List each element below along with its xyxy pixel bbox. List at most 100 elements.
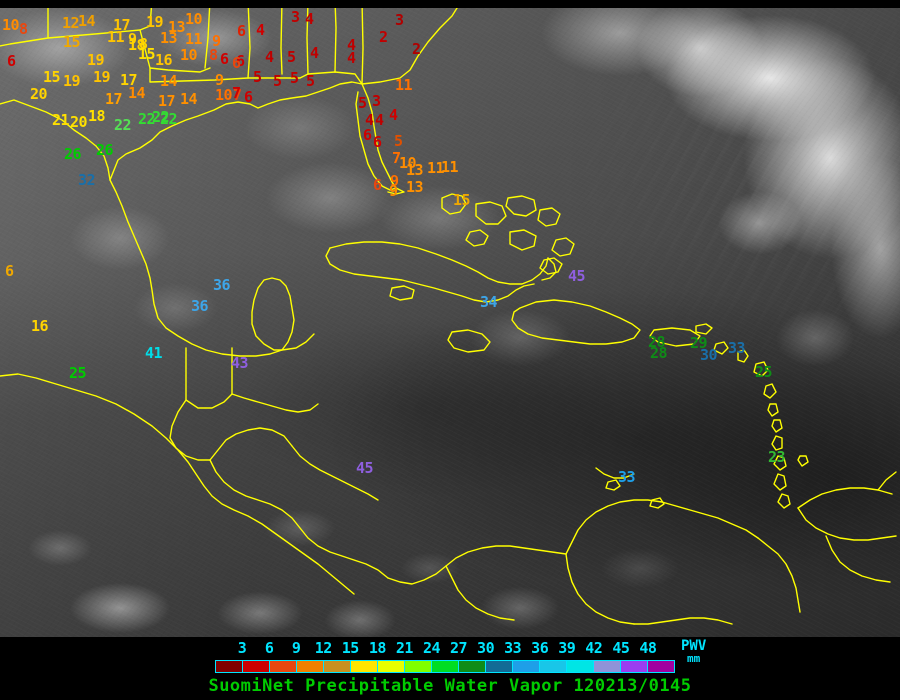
pwv-station-value: 5	[290, 69, 299, 87]
pwv-station-value: 10	[180, 46, 198, 64]
pwv-station-value: 6	[373, 133, 382, 151]
colorbar-swatch	[324, 661, 351, 672]
colorbar-swatch	[459, 661, 486, 672]
colorbar-tick-labels: 3 6 9 12 15 18 21 24 27 30 33 36 39 42 45 48	[0, 640, 900, 657]
pwv-station-value: 10	[215, 86, 233, 104]
pwv-station-value: 9	[128, 30, 137, 48]
pwv-station-value: 9	[389, 182, 398, 200]
colorbar-swatch	[351, 661, 378, 672]
pwv-station-value: 25	[755, 363, 773, 381]
pwv-station-value: 18	[128, 36, 146, 54]
colorbar-tick-label: 45	[612, 639, 630, 657]
pwv-station-value: 13	[160, 29, 178, 47]
pwv-station-value: 5	[394, 132, 403, 150]
colorbar-tick-label: 33	[504, 639, 522, 657]
pwv-station-value: 2	[379, 28, 388, 46]
colorbar-tick-label: 30	[477, 639, 495, 657]
pwv-station-value: 11	[185, 30, 203, 48]
colorbar-swatch	[594, 661, 621, 672]
pwv-station-value: 16	[155, 51, 173, 69]
pwv-station-value: 15	[43, 68, 61, 86]
pwv-station-value: 20	[70, 113, 88, 131]
pwv-station-value: 22	[114, 116, 132, 134]
pwv-station-value: 21	[52, 111, 70, 129]
colorbar-swatch	[513, 661, 540, 672]
pwv-station-value: 13	[406, 161, 424, 179]
pwv-station-value: 6	[363, 126, 372, 144]
colorbar-swatch	[540, 661, 567, 672]
pwv-station-value: 3	[395, 11, 404, 29]
colorbar-tick-label: 42	[585, 639, 603, 657]
pwv-units-label: mm	[687, 652, 701, 665]
pwv-station-value: 19	[93, 68, 111, 86]
colorbar-tick-label: 36	[531, 639, 549, 657]
pwv-station-value: 8	[19, 20, 28, 38]
pwv-station-value: 4	[256, 21, 265, 39]
pwv-station-value: 6	[237, 22, 246, 40]
colorbar-tick-label: 48	[639, 639, 657, 657]
pwv-station-value: 4	[389, 106, 398, 124]
pwv-station-value: 6	[220, 50, 229, 68]
colorbar-swatch	[297, 661, 324, 672]
pwv-station-value: 2	[412, 40, 421, 58]
colorbar-tick-label: 15	[341, 639, 360, 657]
pwv-colorbar[interactable]	[215, 660, 675, 673]
pwv-station-value: 7	[232, 84, 241, 102]
top-letterbox-bar	[0, 0, 900, 8]
pwv-station-value: 5	[253, 68, 262, 86]
pwv-station-value: 14	[180, 90, 198, 108]
pwv-station-value: 6	[232, 54, 241, 72]
colorbar-swatch	[567, 661, 594, 672]
pwv-station-value: 28	[648, 333, 666, 351]
pwv-station-value: 3	[291, 8, 300, 26]
pwv-station-value: 11	[107, 28, 125, 46]
pwv-station-value: 9	[390, 172, 399, 190]
pwv-station-value: 4	[375, 111, 384, 129]
pwv-station-value: 12	[62, 14, 80, 32]
pwv-station-value: 17	[120, 71, 138, 89]
pwv-station-value: 33	[728, 339, 746, 357]
pwv-station-value: 10	[185, 10, 203, 28]
pwv-station-value: 4	[305, 10, 314, 28]
pwv-station-value: 25	[69, 364, 87, 382]
pwv-station-value: 4	[265, 48, 274, 66]
pwv-station-value: 4	[365, 111, 374, 129]
colorbar-tick-label: 6	[264, 639, 274, 657]
pwv-station-value: 33	[618, 468, 636, 486]
pwv-station-value: 17	[113, 16, 131, 34]
pwv-station-value: 14	[160, 72, 178, 90]
pwv-station-value: 16	[31, 317, 49, 335]
pwv-station-value: 26	[64, 145, 82, 163]
pwv-station-value: 4	[310, 44, 319, 62]
pwv-station-value: 6	[5, 262, 14, 280]
pwv-station-value: 28	[650, 344, 668, 362]
pwv-station-value: 9	[212, 32, 221, 50]
pwv-station-value: 34	[480, 293, 498, 311]
pwv-station-value: 6	[373, 176, 382, 194]
pwv-station-value: 11	[441, 158, 459, 176]
pwv-station-value: 5	[306, 72, 315, 90]
pwv-station-value: 17	[158, 92, 176, 110]
pwv-station-value: 45	[568, 267, 586, 285]
pwv-station-value: 22	[138, 110, 156, 128]
product-title: SuomiNet Precipitable Water Vapor 120213…	[208, 676, 692, 696]
pwv-station-value: 30	[700, 346, 718, 364]
pwv-station-value: 14	[78, 12, 96, 30]
pwv-station-value: 19	[63, 72, 81, 90]
colorbar-swatch	[432, 661, 459, 672]
colorbar-tick-label: 24	[422, 639, 441, 657]
pwv-station-value: 5	[287, 48, 296, 66]
colorbar-tick-label: 3	[237, 639, 247, 657]
pwv-station-value: 22	[160, 110, 178, 128]
colorbar-swatch	[216, 661, 243, 672]
pwv-station-value: 8	[209, 46, 218, 64]
pwv-station-value: 5	[273, 72, 282, 90]
pwv-station-value: 36	[213, 276, 231, 294]
pwv-station-value: 15	[138, 45, 156, 63]
colorbar-swatch	[621, 661, 648, 672]
pwv-station-value: 36	[191, 297, 209, 315]
geography-overlay	[0, 8, 897, 625]
colorbar-swatch	[405, 661, 432, 672]
pwv-station-value: 7	[233, 86, 242, 104]
